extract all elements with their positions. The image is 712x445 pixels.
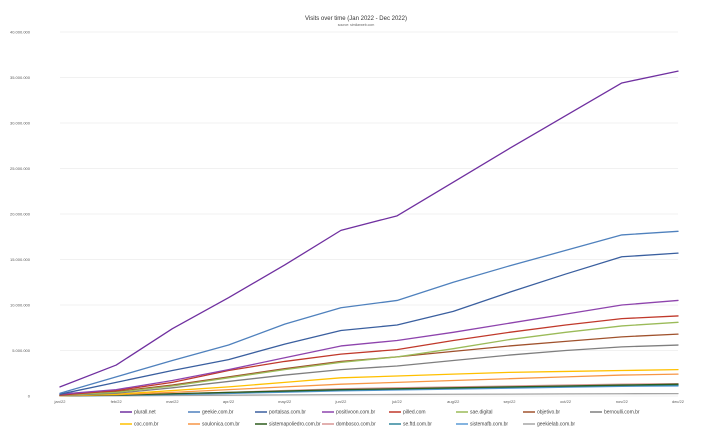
series-line [59,299,679,395]
series-line [59,373,679,397]
x-tick-label: nov/22 [616,399,629,404]
legend-label: positivoon.com.br [336,410,376,416]
series-line [59,383,679,397]
legend-label: bernoulli.com.br [604,410,640,416]
y-tick-label: 10.000.000 [10,303,31,308]
series-line [59,344,679,397]
series-line [59,321,679,396]
x-axis-ticks: jan/22 feb/22 mar/22 apr/22 may/22 jun/22 jul/… [54,399,685,404]
legend-label: se.ftd.com.br [403,422,432,428]
x-tick-label: aug/22 [447,399,460,404]
legend-label: sistemapoliedro.com.br [269,422,321,428]
series-line [59,230,679,394]
x-tick-label: mar/22 [166,399,179,404]
y-tick-label: 30.000.000 [10,121,31,126]
legend-label: pilled.com [403,410,426,416]
legend-label: coc.com.br [134,422,159,428]
grid-layer [60,31,678,397]
y-tick-label: 15.000.000 [10,257,31,262]
legend-label: geekie.com.br [202,410,234,416]
legend-label: geekielab.com.br [537,422,575,428]
legend: plurall.net geekie.com.br portalsas.com.br… [120,410,640,428]
series-line [59,70,679,388]
y-axis-ticks: 0 5.000.000 10.000.000 15.000.000 20.000.000… [10,30,31,399]
legend-label: objetivo.br [537,410,560,416]
y-tick-label: 25.000.000 [10,166,31,171]
legend-label: soulonica.com.br [202,422,240,428]
x-tick-label: jan/22 [54,399,67,404]
chart-title: Visits over time (Jan 2022 - Dec 2022) [305,16,407,22]
legend-label: dombosco.com.br [336,422,376,428]
series-line [59,315,679,396]
y-tick-label: 0 [28,394,31,399]
legend-label: portalsas.com.br [269,410,306,416]
series-line [59,368,679,397]
x-tick-label: jun/22 [334,399,347,404]
legend-label: sistemafb.com.br [470,422,508,428]
x-tick-label: dec/22 [672,399,685,404]
x-tick-label: apr/22 [223,399,235,404]
legend-label: plurall.net [134,410,156,416]
y-tick-label: 35.000.000 [10,75,31,80]
series-layer [59,70,679,397]
x-tick-label: may/22 [278,399,292,404]
y-tick-label: 40.000.000 [10,30,31,35]
legend-label: sae.digital [470,410,493,416]
series-line [59,392,679,397]
series-line [59,252,679,395]
y-tick-label: 20.000.000 [10,212,31,217]
x-tick-label: oct/22 [560,399,572,404]
chart-subtitle: source: similarweb.com [338,23,375,27]
x-tick-label: jul/22 [391,399,402,404]
x-tick-label: sep/22 [503,399,516,404]
x-tick-label: feb/22 [111,399,123,404]
y-tick-label: 5.000.000 [12,348,31,353]
